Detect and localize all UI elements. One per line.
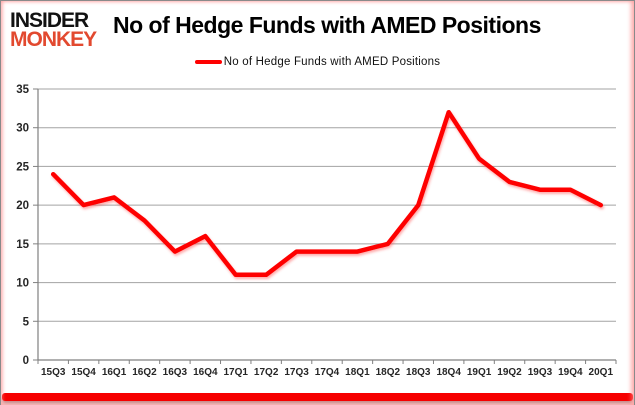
x-axis-tick-label: 16Q1 [102, 367, 127, 378]
y-axis-tick-label: 10 [16, 278, 29, 290]
x-axis-tick-label: 19Q2 [497, 367, 522, 378]
x-axis-tick-label: 19Q4 [558, 367, 583, 378]
y-axis-tick-label: 0 [23, 355, 29, 367]
y-axis-tick-label: 30 [16, 123, 29, 135]
x-axis-tick-label: 20Q1 [589, 367, 614, 378]
x-axis-tick-label: 19Q3 [528, 367, 553, 378]
axes [33, 88, 617, 364]
x-axis-tick-label: 15Q3 [41, 367, 66, 378]
x-axis-tick-label: 17Q2 [254, 367, 279, 378]
y-axis-tick-label: 25 [16, 161, 29, 173]
x-axis-tick-label: 17Q3 [284, 367, 309, 378]
x-axis-tick-label: 18Q1 [345, 367, 370, 378]
x-axis-tick-label: 16Q3 [163, 367, 188, 378]
x-axis-tick-label: 17Q4 [315, 367, 340, 378]
x-axis-tick-label: 15Q4 [71, 367, 96, 378]
chart-title: No of Hedge Funds with AMED Positions [113, 12, 541, 38]
x-axis-tick-label: 17Q1 [224, 367, 249, 378]
y-axis-tick-label: 5 [23, 316, 30, 328]
hedge-funds-series-line [50, 109, 604, 278]
x-axis-tick-label: 16Q4 [193, 367, 218, 378]
legend: No of Hedge Funds with AMED Positions [0, 56, 635, 68]
y-axis-tick-label: 15 [16, 239, 29, 251]
legend-line-swatch [194, 60, 222, 64]
logo-word-monkey: MONKEY [10, 28, 97, 51]
series [50, 109, 604, 278]
x-axis-tick-label: 19Q1 [467, 367, 492, 378]
x-axis-tick-label: 16Q2 [132, 367, 157, 378]
axis-labels: 0 5 10 15 20 25 30 35 15Q3 15Q4 16Q1 16Q2 16Q3 16Q4 17… [16, 84, 613, 378]
insider-monkey-logo: INSIDER MONKEY [10, 9, 97, 51]
x-axis-tick-label: 18Q3 [406, 367, 431, 378]
y-axis-tick-label: 20 [16, 200, 29, 212]
x-axis-tick-label: 18Q2 [376, 367, 401, 378]
y-axis-tick-label: 35 [16, 84, 29, 96]
gridlines [38, 88, 616, 322]
legend-label: No of Hedge Funds with AMED Positions [223, 56, 441, 68]
bottom-red-bar [2, 393, 633, 401]
x-axis-tick-label: 18Q4 [436, 367, 461, 378]
logo-word-insider: INSIDER [10, 9, 89, 32]
